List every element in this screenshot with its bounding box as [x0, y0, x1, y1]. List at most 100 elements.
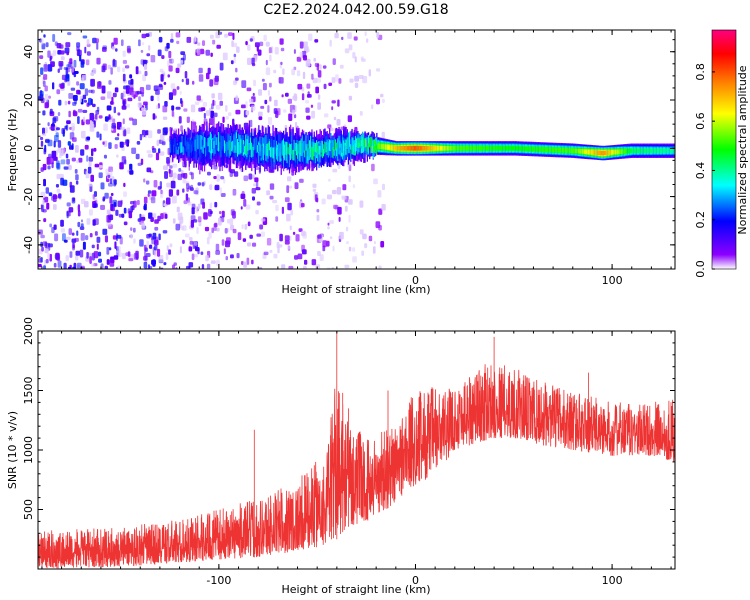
spectrogram-band-cell [299, 148, 301, 162]
spectrogram-band-cell [192, 141, 194, 152]
spectrogram-band-cell [582, 149, 584, 154]
spectrogram-band-cell [391, 145, 393, 151]
spectrogram-band-cell [372, 139, 374, 149]
spectrogram-noise-cell [169, 165, 173, 169]
spectrogram-band-cell [234, 145, 236, 153]
spectrogram-band-cell [669, 148, 672, 153]
spectrogram-band-cell [274, 146, 276, 154]
spectrogram-noise-cell [245, 41, 248, 46]
spectrogram-noise-cell [347, 32, 352, 39]
spectrogram-band-cell [455, 146, 457, 151]
spectrogram-band-cell [404, 146, 406, 151]
spectrogram-noise-cell [250, 119, 253, 128]
spectrogram-noise-cell [197, 182, 202, 186]
spectrogram-noise-cell [49, 223, 52, 228]
spectrogram-noise-cell [68, 164, 72, 171]
spectrogram-noise-cell [166, 159, 170, 167]
spectrogram-band-cell [208, 136, 210, 153]
spectrogram-noise-cell [178, 116, 182, 124]
spectrogram-noise-cell [371, 104, 374, 110]
spectrogram-noise-cell [60, 177, 64, 186]
spectrogram-noise-cell [145, 180, 150, 185]
spectrogram-band-cell [472, 146, 475, 151]
spectrogram-noise-cell [341, 36, 344, 41]
spectrogram-band-cell [310, 143, 312, 153]
spectrogram-noise-cell [322, 240, 327, 248]
spectrogram-band-cell [422, 146, 424, 151]
spectrogram-noise-cell [63, 166, 69, 170]
spectrogram-noise-cell [346, 241, 349, 245]
spectrogram-band-cell [390, 145, 392, 151]
spectrogram-noise-cell [266, 190, 271, 196]
spectrogram-band-cell [303, 141, 305, 153]
spectrogram-band-cell [516, 146, 518, 151]
spectrogram-band-cell [622, 149, 624, 154]
spectrogram-noise-cell [331, 77, 336, 84]
spectrogram-band-cell [457, 146, 459, 151]
spectrogram-noise-cell [302, 71, 306, 80]
spectrogram-noise-cell [152, 259, 156, 267]
spectrogram-noise-cell [191, 207, 195, 215]
spectrogram-noise-cell [115, 48, 118, 52]
spectrogram-band-cell [396, 146, 398, 151]
spectrogram-noise-cell [82, 94, 87, 100]
spectrogram-band-cell [458, 146, 460, 151]
spectrogram-band-cell [409, 146, 411, 151]
spectrogram-y-label: Frequency (Hz) [6, 109, 19, 192]
spectrogram-noise-cell [41, 246, 44, 252]
spectrogram-noise-cell [113, 106, 116, 114]
spectrogram-band-cell [577, 148, 580, 154]
spectrogram-noise-cell [143, 203, 147, 211]
spectrogram-noise-cell [201, 182, 205, 187]
spectrogram-band-cell [671, 148, 673, 153]
spectrogram-noise-cell [184, 71, 188, 79]
snr-x-label: Height of straight line (km) [281, 583, 430, 596]
spectrogram-noise-cell [354, 75, 360, 82]
spectrogram-band-cell [279, 148, 281, 162]
spectrogram-noise-cell [91, 263, 95, 267]
spectrogram-noise-cell [273, 108, 278, 114]
spectrogram-band-cell [489, 146, 491, 151]
y-tick-label: 20 [22, 93, 35, 107]
spectrogram-band-cell [544, 147, 547, 152]
spectrogram-noise-cell [164, 171, 168, 179]
spectrogram-band-cell [185, 135, 187, 151]
spectrogram-band-cell [334, 145, 337, 159]
spectrogram-band-cell [588, 149, 590, 155]
spectrogram-noise-cell [208, 232, 212, 239]
spectrogram-noise-cell [129, 163, 133, 172]
spectrogram-noise-cell [95, 38, 99, 43]
spectrogram-band-cell [560, 147, 562, 153]
spectrogram-noise-cell [380, 93, 384, 98]
spectrogram-noise-cell [117, 112, 121, 116]
spectrogram-band-cell [580, 149, 582, 154]
spectrogram-band-cell [547, 147, 549, 152]
y-tick-label: 40 [22, 45, 35, 59]
spectrogram-noise-cell [102, 141, 105, 145]
spectrogram-noise-cell [219, 211, 222, 215]
spectrogram-noise-cell [43, 218, 47, 223]
spectrogram-noise-cell [147, 190, 152, 194]
spectrogram-noise-cell [337, 164, 341, 170]
spectrogram-noise-cell [236, 253, 240, 259]
spectrogram-band-cell [187, 142, 189, 150]
spectrogram-noise-cell [146, 150, 152, 154]
spectrogram-noise-cell [252, 174, 255, 180]
spectrogram-band-cell [480, 146, 482, 151]
spectrogram-band-cell [326, 139, 328, 150]
spectrogram-band-cell [522, 146, 524, 151]
spectrogram-noise-cell [150, 55, 156, 63]
spectrogram-band-cell [182, 138, 184, 148]
spectrogram-noise-cell [121, 213, 125, 218]
spectrogram-noise-cell [180, 98, 183, 104]
spectrogram-noise-cell [323, 83, 327, 90]
spectrogram-noise-cell [349, 78, 354, 83]
spectrogram-band-cell [268, 141, 271, 151]
spectrogram-band-cell [639, 148, 641, 153]
spectrogram-noise-cell [213, 176, 217, 180]
spectrogram-y-ticks: -40 -20 0 20 40 [22, 39, 675, 270]
spectrogram-noise-cell [329, 220, 334, 224]
spectrogram-noise-cell [98, 172, 103, 179]
spectrogram-noise-cell [274, 99, 278, 107]
spectrogram-noise-cell [255, 166, 260, 170]
